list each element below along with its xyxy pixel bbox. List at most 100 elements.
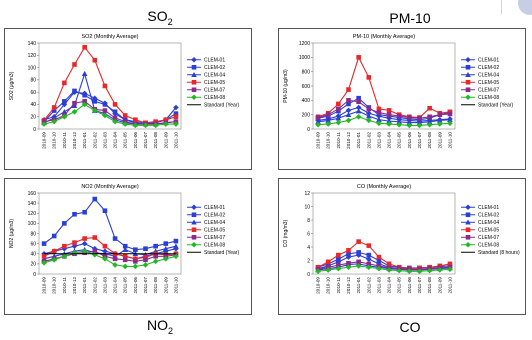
x-tick-label: 2010-09 bbox=[316, 132, 321, 149]
legend-marker bbox=[465, 234, 471, 240]
data-point bbox=[133, 117, 138, 123]
legend-entry: CLEM-02 bbox=[478, 213, 499, 219]
legend-marker bbox=[465, 94, 471, 101]
data-point bbox=[72, 211, 77, 217]
y-tick-label: 40 bbox=[30, 252, 36, 258]
legend-entry: Standard (Year) bbox=[478, 103, 513, 109]
data-point bbox=[122, 257, 128, 263]
legend-entry: CLEM-08 bbox=[204, 243, 225, 249]
legend-marker bbox=[465, 219, 471, 225]
data-point bbox=[436, 117, 443, 123]
data-point bbox=[91, 107, 98, 114]
data-point bbox=[376, 110, 382, 115]
legend-marker bbox=[191, 241, 197, 248]
y-tick-label: 100 bbox=[28, 65, 37, 71]
data-point bbox=[356, 259, 361, 265]
data-point bbox=[366, 261, 372, 267]
data-point bbox=[41, 253, 47, 259]
y-tick-label: 40 bbox=[30, 102, 36, 108]
y-axis-label: SO2 (μg/m3) bbox=[9, 71, 15, 100]
data-point bbox=[346, 248, 351, 253]
legend-entry: CLEM-01 bbox=[204, 205, 225, 211]
legend-entry: CLEM-01 bbox=[478, 58, 499, 64]
data-point bbox=[92, 235, 98, 240]
y-tick-label: 60 bbox=[30, 90, 36, 96]
x-tick-label: 2011-09 bbox=[437, 277, 442, 294]
legend-marker bbox=[191, 56, 197, 63]
data-point bbox=[315, 119, 321, 125]
y-tick-label: 4 bbox=[307, 245, 310, 251]
data-point bbox=[142, 122, 149, 129]
data-point bbox=[173, 114, 179, 120]
data-point bbox=[132, 122, 139, 129]
data-point bbox=[346, 101, 351, 107]
decorative-circle bbox=[518, 0, 532, 15]
legend-marker bbox=[465, 204, 471, 211]
x-tick-label: 2011-06 bbox=[407, 132, 412, 149]
data-point bbox=[62, 243, 67, 249]
data-point bbox=[345, 107, 352, 114]
data-point bbox=[153, 119, 158, 124]
series-line bbox=[317, 110, 450, 124]
data-point bbox=[416, 119, 423, 125]
data-point bbox=[366, 252, 372, 258]
x-tick-label: 2011-02 bbox=[92, 132, 97, 149]
x-tick-label: 2011-10 bbox=[173, 277, 178, 294]
legend-entry: CLEM-07 bbox=[204, 88, 225, 94]
data-point bbox=[122, 253, 128, 259]
x-tick-label: 2010-10 bbox=[52, 277, 57, 294]
x-tick-label: 2011-01 bbox=[82, 132, 87, 149]
data-point bbox=[386, 112, 392, 117]
data-point bbox=[325, 112, 331, 117]
data-point bbox=[102, 243, 108, 249]
x-tick-label: 2011-02 bbox=[366, 132, 371, 149]
data-point bbox=[81, 70, 88, 77]
data-point bbox=[112, 118, 118, 125]
x-tick-label: 2011-10 bbox=[447, 277, 452, 294]
x-tick-label: 2010-12 bbox=[72, 277, 77, 294]
legend-marker bbox=[191, 204, 197, 211]
legend-entry: CLEM-08 bbox=[478, 95, 499, 101]
data-point bbox=[62, 99, 67, 104]
legend-marker bbox=[191, 94, 197, 101]
data-point bbox=[122, 243, 128, 249]
plot-area bbox=[38, 42, 182, 130]
y-tick-label: 0 bbox=[33, 127, 36, 133]
x-tick-label: 2011-04 bbox=[113, 132, 118, 149]
data-point bbox=[365, 113, 372, 119]
legend-marker bbox=[191, 64, 197, 70]
data-point bbox=[346, 260, 351, 266]
data-point bbox=[416, 122, 423, 129]
data-point bbox=[72, 100, 77, 106]
data-point bbox=[346, 87, 351, 92]
data-point bbox=[51, 118, 58, 125]
data-point bbox=[122, 121, 129, 127]
legend-marker bbox=[465, 79, 471, 85]
co-chart-panel: CO (Monthly Average) 0 2 4 6 8 10 12 CO (mg/m3) 2… bbox=[278, 178, 526, 315]
legend-entry: CLEM-02 bbox=[478, 65, 499, 71]
x-tick-label: 2010-12 bbox=[72, 132, 77, 149]
x-tick-label: 2011-10 bbox=[173, 132, 178, 149]
series-clem-01 bbox=[41, 240, 179, 262]
y-tick-label: 120 bbox=[28, 211, 37, 217]
no2-heading: NO2 bbox=[146, 317, 173, 336]
data-point bbox=[173, 253, 179, 260]
data-point bbox=[51, 257, 58, 263]
data-point bbox=[426, 119, 433, 125]
data-point bbox=[366, 106, 372, 112]
legend-entry: Standard (Year) bbox=[204, 250, 239, 256]
data-point bbox=[112, 256, 118, 262]
pm10-heading: PM-10 bbox=[389, 10, 431, 26]
y-tick-label: 140 bbox=[28, 41, 37, 47]
data-point bbox=[81, 240, 88, 247]
legend-entry: CLEM-01 bbox=[478, 205, 499, 211]
legend-marker bbox=[465, 87, 471, 93]
data-point bbox=[122, 263, 129, 270]
data-point bbox=[376, 106, 382, 112]
x-tick-label: 2011-06 bbox=[133, 132, 138, 149]
data-point bbox=[153, 253, 158, 259]
data-point bbox=[92, 248, 98, 254]
data-point bbox=[162, 245, 169, 251]
data-point bbox=[356, 95, 361, 101]
legend-entry: CLEM-07 bbox=[478, 235, 499, 241]
